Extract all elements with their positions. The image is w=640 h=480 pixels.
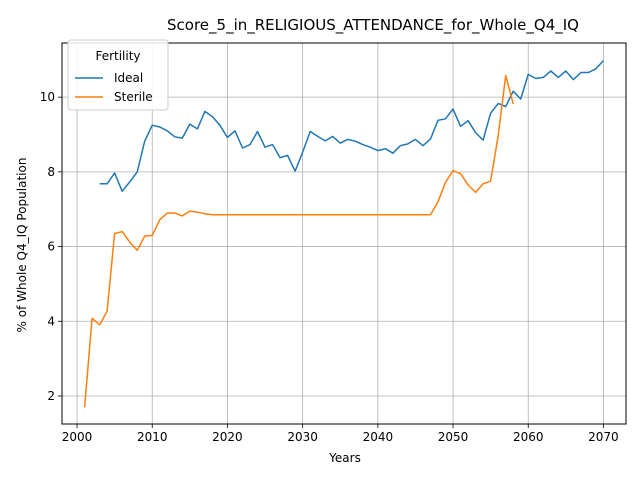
- legend-label-sterile: Sterile: [114, 90, 153, 104]
- x-tick-label: 2050: [438, 430, 469, 444]
- legend-title: Fertility: [95, 49, 140, 63]
- x-tick-label: 2060: [513, 430, 544, 444]
- y-tick-label: 4: [47, 314, 55, 328]
- x-tick-label: 2030: [287, 430, 318, 444]
- x-tick-label: 2070: [588, 430, 619, 444]
- x-axis: 2000 2010 2020 2030 2040 2050 2060 2070: [62, 424, 619, 444]
- y-tick-label: 10: [40, 90, 55, 104]
- series-line-sterile: [83, 74, 514, 408]
- x-axis-label: Years: [328, 451, 361, 465]
- x-tick-label: 2040: [363, 430, 394, 444]
- y-axis-label: % of Whole Q4_IQ Population: [15, 158, 29, 333]
- x-tick-label: 2000: [62, 430, 93, 444]
- x-tick-label: 2010: [137, 430, 168, 444]
- y-axis: 2 4 6 8 10: [40, 90, 62, 403]
- x-tick-label: 2020: [212, 430, 243, 444]
- y-tick-label: 8: [47, 165, 55, 179]
- plot-frame: [61, 42, 627, 425]
- y-tick-label: 6: [47, 240, 55, 254]
- chart-title: Score_5_in_RELIGIOUS_ATTENDANCE_for_Whol…: [167, 16, 579, 35]
- legend-box: [67, 39, 169, 111]
- y-tick-label: 2: [47, 389, 55, 403]
- series-layer: [83, 60, 604, 408]
- series-line-ideal: [99, 60, 604, 193]
- legend: Fertility Ideal Sterile: [67, 39, 169, 111]
- legend-label-ideal: Ideal: [114, 71, 143, 85]
